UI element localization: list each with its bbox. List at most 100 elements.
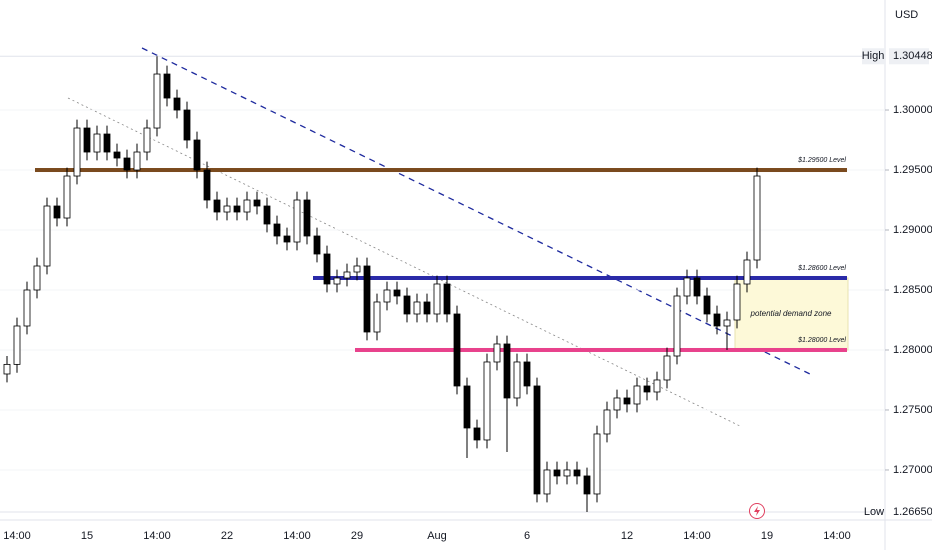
candle-body xyxy=(213,199,221,213)
high-value-box xyxy=(889,48,929,65)
candle-body xyxy=(173,97,181,111)
candle-body xyxy=(533,385,541,495)
candle-body xyxy=(263,205,271,225)
x-tick-label: 29 xyxy=(351,530,363,542)
candle-body xyxy=(233,205,241,213)
candle-body xyxy=(43,205,51,267)
candle-body xyxy=(453,313,461,387)
candle-body xyxy=(273,223,281,237)
zone-label: potential demand zone xyxy=(750,309,833,318)
candle-body xyxy=(623,397,631,405)
candle-body xyxy=(673,295,681,357)
candle-body xyxy=(93,133,101,153)
currency: USD xyxy=(895,9,918,21)
candle-body xyxy=(383,289,391,303)
candle-body xyxy=(163,73,171,99)
candle-body xyxy=(13,325,21,365)
candle-body xyxy=(553,469,561,477)
level-line xyxy=(313,275,847,280)
event-icon-bolt xyxy=(754,506,760,516)
candle-body xyxy=(463,385,471,429)
candle-body xyxy=(343,271,351,279)
y-tick-label: 1.27000 xyxy=(893,464,932,476)
candle-body xyxy=(363,265,371,333)
candle-body xyxy=(23,289,31,327)
low-value: 1.26650 xyxy=(893,506,932,518)
x-tick-label: 14:00 xyxy=(283,530,311,542)
y-tick-label: 1.28500 xyxy=(893,284,932,296)
y-tick-label: 1.29500 xyxy=(893,164,932,176)
candle-body xyxy=(333,277,341,285)
level-label: $1.28600 Level xyxy=(797,265,846,272)
candle-body xyxy=(503,343,511,399)
high-tag-box xyxy=(862,48,885,65)
candle-body xyxy=(743,259,751,285)
x-tick-label: 19 xyxy=(761,530,773,542)
level-label: $1.28000 Level xyxy=(797,337,846,344)
candle-body xyxy=(283,235,291,243)
candle-body xyxy=(113,151,121,159)
candle-body xyxy=(323,253,331,285)
candle-body xyxy=(513,361,521,399)
candle-body xyxy=(693,277,701,297)
candle-body xyxy=(583,475,591,495)
level-line xyxy=(35,168,847,173)
high-value: 1.30448 xyxy=(893,50,932,62)
candle-body xyxy=(183,109,191,141)
candle-body xyxy=(403,295,411,315)
x-tick-label: 12 xyxy=(621,530,633,542)
candle-body xyxy=(143,127,151,153)
candle-body xyxy=(603,409,611,435)
candle-body xyxy=(3,363,11,375)
candle-body xyxy=(413,301,421,315)
candle-body xyxy=(703,295,711,315)
candle-body xyxy=(443,283,451,315)
candle-body xyxy=(253,199,261,207)
candle-body xyxy=(293,199,301,243)
candle-body xyxy=(73,127,81,177)
candle-body xyxy=(523,361,531,387)
candle-body xyxy=(593,433,601,495)
y-tick-label: 1.27500 xyxy=(893,404,932,416)
candle-body xyxy=(663,355,671,381)
x-tick-label: 15 xyxy=(81,530,93,542)
candle-body xyxy=(393,289,401,297)
candle-body xyxy=(653,379,661,393)
level-label: $1.29500 Level xyxy=(797,157,846,164)
candle-body xyxy=(353,265,361,273)
candle-body xyxy=(613,397,621,411)
candle-body xyxy=(193,139,201,171)
candle-body xyxy=(53,205,61,219)
candle-body xyxy=(153,73,161,129)
candle-body xyxy=(313,235,321,255)
candle-body xyxy=(203,169,211,201)
y-tick-label: 1.28000 xyxy=(893,344,932,356)
candle-body xyxy=(63,175,71,219)
candle-body xyxy=(643,385,651,393)
x-tick-label: 14:00 xyxy=(143,530,171,542)
y-tick-label: 1.29000 xyxy=(893,224,932,236)
level-line xyxy=(355,347,847,352)
x-tick-label: 14:00 xyxy=(823,530,851,542)
candle-body xyxy=(543,469,551,495)
trend-line xyxy=(141,47,813,376)
y-tick-label: 1.30000 xyxy=(893,104,932,116)
high-tag: High xyxy=(862,50,885,62)
candle-body xyxy=(733,283,741,321)
candle-body xyxy=(223,205,231,213)
candle-body xyxy=(563,469,571,477)
candle-body xyxy=(83,127,91,153)
candle-body xyxy=(753,175,761,261)
candle-body xyxy=(483,361,491,441)
x-tick-label: 22 xyxy=(221,530,233,542)
x-tick-label: 14:00 xyxy=(683,530,711,542)
candle-body xyxy=(723,319,731,327)
candle-body xyxy=(243,199,251,213)
x-tick-label: 6 xyxy=(524,530,530,542)
candle-body xyxy=(303,199,311,237)
candle-body xyxy=(713,313,721,327)
candle-body xyxy=(373,301,381,333)
x-tick-label: 14:00 xyxy=(3,530,31,542)
